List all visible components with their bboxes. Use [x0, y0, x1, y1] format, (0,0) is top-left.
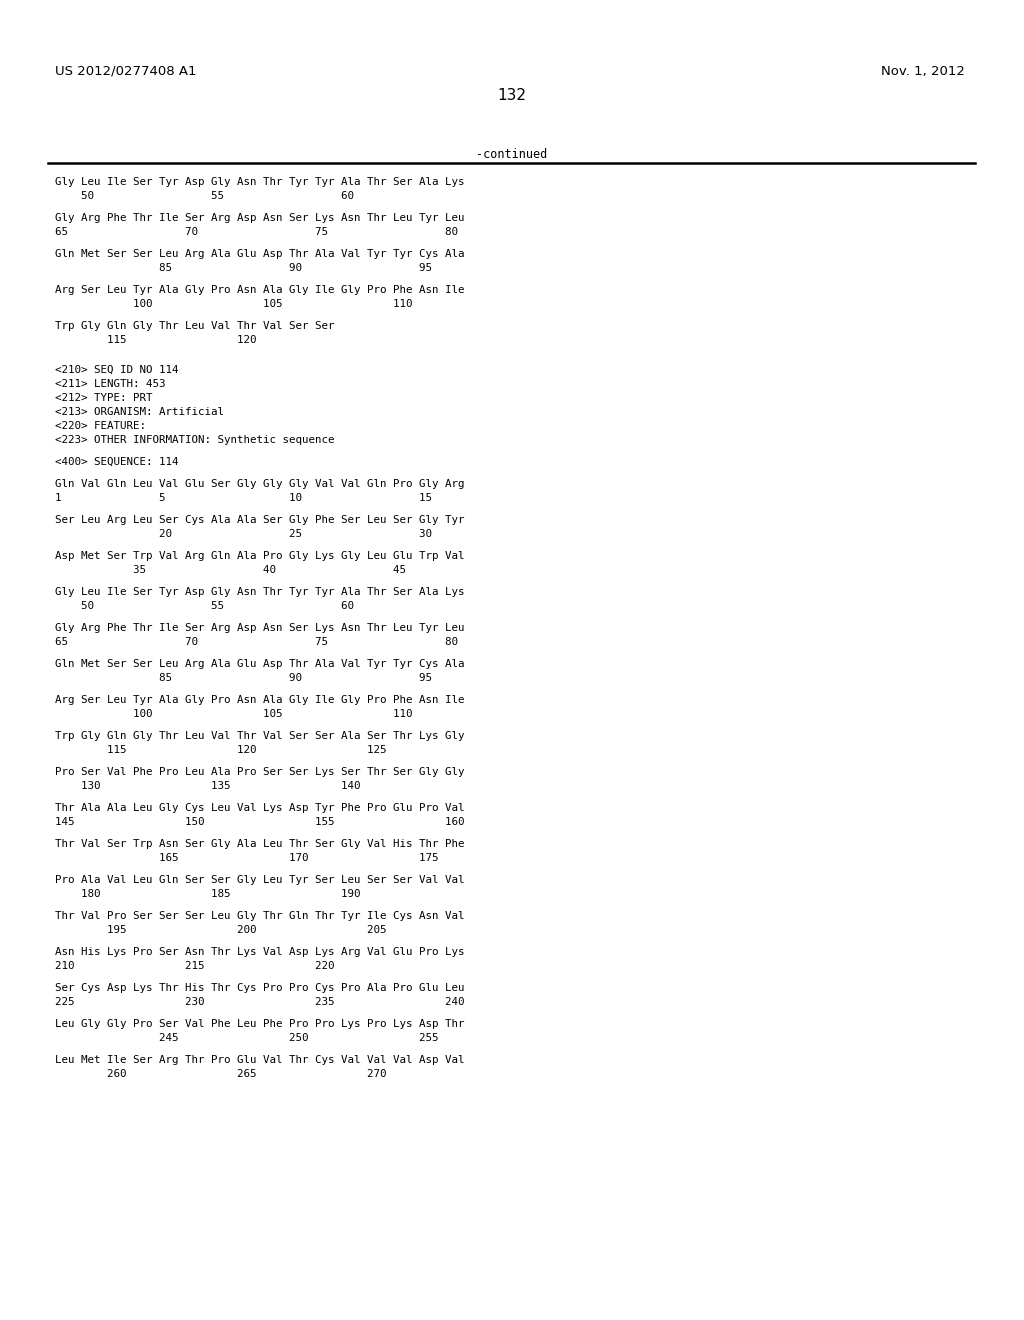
Text: 130                 135                 140: 130 135 140 — [55, 781, 360, 791]
Text: 65                  70                  75                  80: 65 70 75 80 — [55, 638, 458, 647]
Text: Ser Cys Asp Lys Thr His Thr Cys Pro Pro Cys Pro Ala Pro Glu Leu: Ser Cys Asp Lys Thr His Thr Cys Pro Pro … — [55, 983, 465, 993]
Text: Thr Val Pro Ser Ser Ser Leu Gly Thr Gln Thr Tyr Ile Cys Asn Val: Thr Val Pro Ser Ser Ser Leu Gly Thr Gln … — [55, 911, 465, 921]
Text: US 2012/0277408 A1: US 2012/0277408 A1 — [55, 65, 197, 78]
Text: <223> OTHER INFORMATION: Synthetic sequence: <223> OTHER INFORMATION: Synthetic seque… — [55, 436, 335, 445]
Text: 225                 230                 235                 240: 225 230 235 240 — [55, 997, 465, 1007]
Text: 100                 105                 110: 100 105 110 — [55, 300, 413, 309]
Text: Gly Arg Phe Thr Ile Ser Arg Asp Asn Ser Lys Asn Thr Leu Tyr Leu: Gly Arg Phe Thr Ile Ser Arg Asp Asn Ser … — [55, 623, 465, 634]
Text: 35                  40                  45: 35 40 45 — [55, 565, 406, 576]
Text: Ser Leu Arg Leu Ser Cys Ala Ala Ser Gly Phe Ser Leu Ser Gly Tyr: Ser Leu Arg Leu Ser Cys Ala Ala Ser Gly … — [55, 515, 465, 525]
Text: 165                 170                 175: 165 170 175 — [55, 853, 438, 863]
Text: <210> SEQ ID NO 114: <210> SEQ ID NO 114 — [55, 366, 178, 375]
Text: 180                 185                 190: 180 185 190 — [55, 888, 360, 899]
Text: 245                 250                 255: 245 250 255 — [55, 1034, 438, 1043]
Text: Pro Ala Val Leu Gln Ser Ser Gly Leu Tyr Ser Leu Ser Ser Val Val: Pro Ala Val Leu Gln Ser Ser Gly Leu Tyr … — [55, 875, 465, 884]
Text: Arg Ser Leu Tyr Ala Gly Pro Asn Ala Gly Ile Gly Pro Phe Asn Ile: Arg Ser Leu Tyr Ala Gly Pro Asn Ala Gly … — [55, 285, 465, 294]
Text: <211> LENGTH: 453: <211> LENGTH: 453 — [55, 379, 166, 389]
Text: Thr Ala Ala Leu Gly Cys Leu Val Lys Asp Tyr Phe Pro Glu Pro Val: Thr Ala Ala Leu Gly Cys Leu Val Lys Asp … — [55, 803, 465, 813]
Text: Gln Met Ser Ser Leu Arg Ala Glu Asp Thr Ala Val Tyr Tyr Cys Ala: Gln Met Ser Ser Leu Arg Ala Glu Asp Thr … — [55, 249, 465, 259]
Text: <213> ORGANISM: Artificial: <213> ORGANISM: Artificial — [55, 407, 224, 417]
Text: 115                 120: 115 120 — [55, 335, 256, 345]
Text: Trp Gly Gln Gly Thr Leu Val Thr Val Ser Ser Ala Ser Thr Lys Gly: Trp Gly Gln Gly Thr Leu Val Thr Val Ser … — [55, 731, 465, 741]
Text: Arg Ser Leu Tyr Ala Gly Pro Asn Ala Gly Ile Gly Pro Phe Asn Ile: Arg Ser Leu Tyr Ala Gly Pro Asn Ala Gly … — [55, 696, 465, 705]
Text: 260                 265                 270: 260 265 270 — [55, 1069, 386, 1078]
Text: Leu Gly Gly Pro Ser Val Phe Leu Phe Pro Pro Lys Pro Lys Asp Thr: Leu Gly Gly Pro Ser Val Phe Leu Phe Pro … — [55, 1019, 465, 1030]
Text: -continued: -continued — [476, 148, 548, 161]
Text: Thr Val Ser Trp Asn Ser Gly Ala Leu Thr Ser Gly Val His Thr Phe: Thr Val Ser Trp Asn Ser Gly Ala Leu Thr … — [55, 840, 465, 849]
Text: 210                 215                 220: 210 215 220 — [55, 961, 335, 972]
Text: 100                 105                 110: 100 105 110 — [55, 709, 413, 719]
Text: <220> FEATURE:: <220> FEATURE: — [55, 421, 146, 432]
Text: Gln Val Gln Leu Val Glu Ser Gly Gly Gly Val Val Gln Pro Gly Arg: Gln Val Gln Leu Val Glu Ser Gly Gly Gly … — [55, 479, 465, 488]
Text: 1               5                   10                  15: 1 5 10 15 — [55, 492, 432, 503]
Text: Nov. 1, 2012: Nov. 1, 2012 — [881, 65, 965, 78]
Text: Gly Leu Ile Ser Tyr Asp Gly Asn Thr Tyr Tyr Ala Thr Ser Ala Lys: Gly Leu Ile Ser Tyr Asp Gly Asn Thr Tyr … — [55, 177, 465, 187]
Text: Pro Ser Val Phe Pro Leu Ala Pro Ser Ser Lys Ser Thr Ser Gly Gly: Pro Ser Val Phe Pro Leu Ala Pro Ser Ser … — [55, 767, 465, 777]
Text: Leu Met Ile Ser Arg Thr Pro Glu Val Thr Cys Val Val Val Asp Val: Leu Met Ile Ser Arg Thr Pro Glu Val Thr … — [55, 1055, 465, 1065]
Text: 50                  55                  60: 50 55 60 — [55, 601, 354, 611]
Text: 132: 132 — [498, 88, 526, 103]
Text: 85                  90                  95: 85 90 95 — [55, 263, 432, 273]
Text: 145                 150                 155                 160: 145 150 155 160 — [55, 817, 465, 828]
Text: Gly Leu Ile Ser Tyr Asp Gly Asn Thr Tyr Tyr Ala Thr Ser Ala Lys: Gly Leu Ile Ser Tyr Asp Gly Asn Thr Tyr … — [55, 587, 465, 597]
Text: 195                 200                 205: 195 200 205 — [55, 925, 386, 935]
Text: 115                 120                 125: 115 120 125 — [55, 744, 386, 755]
Text: 50                  55                  60: 50 55 60 — [55, 191, 354, 201]
Text: 85                  90                  95: 85 90 95 — [55, 673, 432, 682]
Text: Gln Met Ser Ser Leu Arg Ala Glu Asp Thr Ala Val Tyr Tyr Cys Ala: Gln Met Ser Ser Leu Arg Ala Glu Asp Thr … — [55, 659, 465, 669]
Text: 20                  25                  30: 20 25 30 — [55, 529, 432, 539]
Text: Trp Gly Gln Gly Thr Leu Val Thr Val Ser Ser: Trp Gly Gln Gly Thr Leu Val Thr Val Ser … — [55, 321, 335, 331]
Text: Asp Met Ser Trp Val Arg Gln Ala Pro Gly Lys Gly Leu Glu Trp Val: Asp Met Ser Trp Val Arg Gln Ala Pro Gly … — [55, 550, 465, 561]
Text: <212> TYPE: PRT: <212> TYPE: PRT — [55, 393, 153, 403]
Text: Asn His Lys Pro Ser Asn Thr Lys Val Asp Lys Arg Val Glu Pro Lys: Asn His Lys Pro Ser Asn Thr Lys Val Asp … — [55, 946, 465, 957]
Text: Gly Arg Phe Thr Ile Ser Arg Asp Asn Ser Lys Asn Thr Leu Tyr Leu: Gly Arg Phe Thr Ile Ser Arg Asp Asn Ser … — [55, 213, 465, 223]
Text: <400> SEQUENCE: 114: <400> SEQUENCE: 114 — [55, 457, 178, 467]
Text: 65                  70                  75                  80: 65 70 75 80 — [55, 227, 458, 238]
